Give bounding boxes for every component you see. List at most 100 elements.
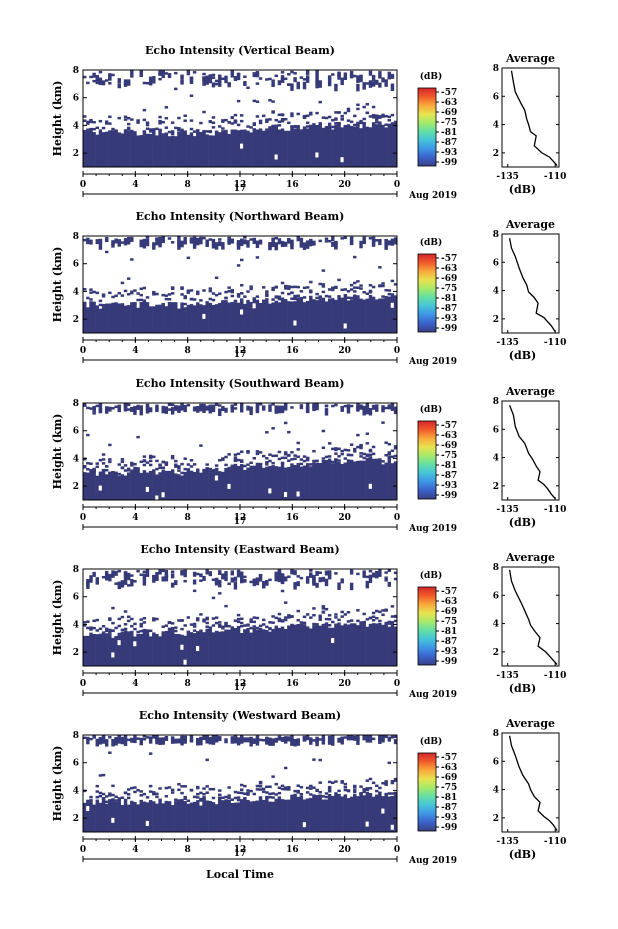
- echo-cell: [155, 308, 159, 333]
- echo-cell: [359, 792, 363, 795]
- echo-cell: [208, 470, 213, 473]
- echo-cell: [101, 632, 106, 666]
- echo-cell: [246, 791, 250, 795]
- echo-cell: [120, 281, 125, 285]
- echo-cell: [283, 299, 288, 333]
- colorbar-tick-label: -81: [441, 461, 457, 471]
- echo-cell: [227, 286, 231, 289]
- echo-cell: [381, 609, 385, 612]
- echo-cell: [258, 627, 263, 666]
- echo-cell: [177, 128, 181, 131]
- echo-cell: [359, 284, 363, 287]
- echo-gap: [368, 483, 373, 489]
- echo-cell: [205, 569, 209, 575]
- echo-cell: [158, 800, 162, 832]
- echo-cell: [174, 459, 178, 463]
- echo-cell: [280, 242, 285, 248]
- echo-gap: [331, 638, 335, 643]
- echo-cell: [142, 578, 147, 586]
- echo-cell: [353, 255, 357, 259]
- echo-cell: [265, 78, 269, 81]
- echo-cell: [101, 773, 106, 777]
- profile-y-tick-label: 8: [493, 64, 499, 74]
- echo-cell: [233, 790, 238, 794]
- echo-cell: [227, 133, 231, 167]
- echo-cell: [227, 453, 231, 456]
- echo-cell: [126, 793, 131, 796]
- echo-cell: [305, 403, 310, 409]
- echo-cell: [271, 465, 275, 500]
- echo-cell: [390, 736, 395, 739]
- echo-cell: [346, 109, 351, 113]
- echo-cell: [139, 135, 143, 167]
- echo-gap: [202, 313, 206, 319]
- echo-cell: [349, 735, 354, 741]
- echo-cell: [337, 622, 341, 666]
- echo-cell: [265, 785, 269, 789]
- echo-cell: [340, 463, 344, 500]
- y-tick-label: 4: [73, 620, 79, 630]
- echo-cell: [86, 406, 90, 410]
- echo-cell: [221, 800, 225, 803]
- echo-cell: [249, 620, 253, 624]
- echo-cell: [98, 627, 103, 631]
- echo-cell: [343, 111, 348, 115]
- echo-cell: [305, 286, 310, 289]
- echo-cell: [305, 576, 310, 584]
- echo-cell: [365, 575, 370, 579]
- echo-cell: [155, 127, 159, 131]
- echo-cell: [290, 463, 294, 500]
- echo-cell: [312, 613, 316, 617]
- echo-cell: [233, 627, 238, 631]
- echo-cell: [108, 471, 112, 500]
- echo-cell: [340, 406, 344, 412]
- echo-cell: [249, 285, 253, 288]
- echo-cell: [180, 634, 184, 666]
- echo-cell: [318, 298, 322, 333]
- echo-cell: [177, 406, 181, 412]
- echo-cell: [139, 71, 143, 77]
- echo-cell: [384, 571, 388, 574]
- echo-cell: [246, 290, 250, 293]
- echo-cell: [199, 574, 203, 578]
- echo-cell: [167, 302, 172, 333]
- echo-cell: [371, 458, 376, 500]
- x-tick-label: 8: [185, 845, 191, 855]
- echo-cell: [152, 574, 156, 578]
- echo-cell: [346, 611, 351, 614]
- echo-cell: [255, 129, 260, 167]
- echo-cell: [365, 453, 370, 457]
- echo-cell: [255, 626, 260, 630]
- echo-cell: [384, 295, 388, 333]
- echo-cell: [271, 427, 275, 430]
- echo-cell: [230, 628, 235, 631]
- echo-cell: [261, 800, 266, 832]
- echo-cell: [208, 803, 213, 832]
- echo-cell: [349, 443, 354, 446]
- echo-cell: [315, 570, 319, 576]
- echo-cell: [114, 131, 118, 167]
- echo-cell: [218, 408, 222, 417]
- echo-cell: [164, 294, 169, 297]
- echo-cell: [202, 797, 206, 800]
- echo-gap: [240, 143, 244, 149]
- echo-cell: [170, 407, 175, 411]
- echo-cell: [387, 296, 392, 300]
- echo-cell: [296, 797, 300, 832]
- x-axis-label: Local Time: [206, 868, 274, 881]
- echo-cell: [305, 121, 310, 125]
- echo-cell: [83, 621, 87, 624]
- echo-cell: [95, 291, 99, 295]
- echo-cell: [346, 735, 351, 741]
- echo-cell: [199, 236, 203, 245]
- echo-cell: [384, 114, 388, 118]
- echo-cell: [211, 624, 216, 627]
- echo-cell: [230, 288, 235, 292]
- echo-cell: [277, 791, 282, 795]
- echo-cell: [214, 131, 219, 167]
- echo-cell: [337, 461, 341, 500]
- echo-cell: [86, 736, 90, 745]
- echo-cell: [230, 626, 235, 629]
- echo-cell: [315, 405, 319, 408]
- echo-cell: [365, 794, 370, 832]
